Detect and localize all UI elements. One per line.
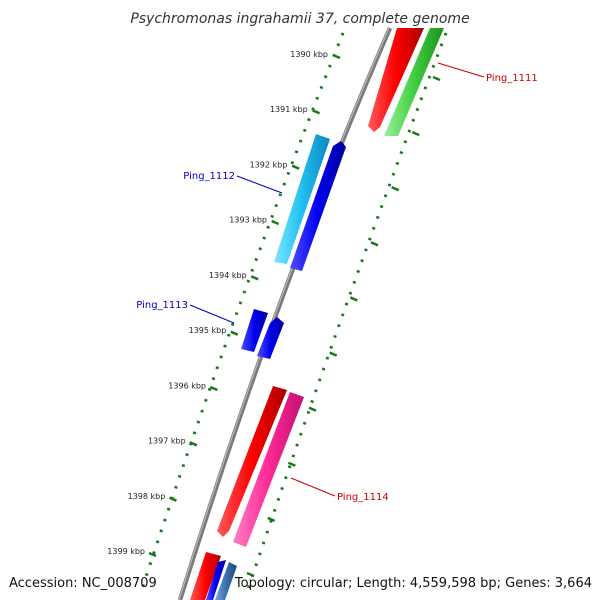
major-tick-inner [250, 275, 259, 281]
leader-line-ping-1111 [437, 62, 485, 78]
tick-label: 1392 kbp [250, 160, 288, 169]
gene-label-ping-1112[interactable]: Ping_1112 [183, 171, 235, 182]
tick-label: 1398 kbp [128, 492, 166, 501]
leader-line-ping-1113 [189, 304, 235, 324]
tick-label: 1391 kbp [270, 105, 308, 114]
major-tick-inner [209, 385, 218, 392]
gene-ping-1112[interactable] [274, 134, 346, 271]
tick-label: 1395 kbp [189, 326, 227, 335]
major-tick-inner [271, 219, 280, 226]
gene-label-ping-1114[interactable]: Ping_1114 [337, 492, 389, 503]
outer-tick-track [244, 32, 448, 596]
major-tick-outer [349, 296, 358, 302]
genome-title: Psychromonas ingrahamii 37, complete gen… [130, 11, 469, 27]
gene-ping-1114[interactable] [217, 386, 304, 547]
feature-blue-ping-1112[interactable] [290, 141, 346, 271]
major-tick-outer [308, 406, 317, 412]
feature-red-top[interactable] [368, 28, 424, 132]
major-tick-inner [168, 496, 177, 502]
feature-steel-bottom[interactable] [215, 562, 237, 600]
gene-ping-1113[interactable] [241, 309, 284, 359]
feature-cyan-ping-1112[interactable] [274, 134, 330, 264]
tick-label: 1394 kbp [209, 271, 247, 280]
leader-line-ping-1112 [236, 175, 283, 194]
genome-summary-text: Topology: circular; Length: 4,559,598 bp… [234, 576, 592, 591]
major-tick-outer [267, 516, 276, 523]
major-tick-inner [189, 441, 198, 447]
tick-label: 1393 kbp [229, 216, 267, 225]
inner-tick-marks [148, 53, 341, 558]
major-tick-inner [230, 330, 239, 336]
major-tick-inner [312, 109, 321, 115]
inner-tick-track [138, 32, 345, 596]
genome-backbone [177, 27, 393, 600]
gene-ping-1111[interactable] [368, 28, 444, 136]
major-tick-outer [411, 130, 420, 137]
outer-dotted-arc [244, 32, 448, 596]
feature-blue-ping-1113-a[interactable] [241, 309, 268, 352]
gene-label-ping-1113[interactable]: Ping_1113 [136, 300, 188, 311]
major-tick-inner [332, 53, 341, 60]
major-tick-outer [391, 186, 400, 192]
feature-blue-ping-1113-b[interactable] [257, 317, 284, 359]
tick-label: 1390 kbp [290, 50, 328, 59]
major-tick-outer [329, 351, 338, 357]
tick-label: 1399 kbp [107, 547, 145, 556]
major-tick-inner [291, 164, 300, 170]
feature-red-ping-1114[interactable] [217, 386, 287, 537]
major-tick-outer [287, 461, 296, 467]
genome-backbone-highlight [178, 27, 390, 600]
feature-pink-ping-1114[interactable] [233, 392, 304, 547]
accession-text: Accession: NC_008709 [9, 576, 157, 591]
major-tick-outer [432, 75, 441, 82]
feature-red-bottom[interactable] [190, 552, 221, 600]
outer-tick-marks [246, 75, 441, 578]
gene-label-ping-1111[interactable]: Ping_1111 [486, 73, 538, 84]
major-tick-outer [370, 241, 379, 247]
leader-line-ping-1114 [290, 477, 336, 497]
feature-blue-bottom[interactable] [206, 560, 226, 600]
tick-labels: 1390 kbp 1391 kbp 1392 kbp 1393 kbp 1394 kbp… [107, 50, 328, 556]
inner-dotted-arc [138, 32, 345, 596]
tick-label: 1397 kbp [148, 437, 186, 446]
major-tick-inner [148, 551, 157, 558]
tick-label: 1396 kbp [168, 381, 206, 390]
major-tick-outer [246, 571, 255, 578]
gene-bottom-cluster[interactable] [190, 552, 237, 600]
feature-green-top[interactable] [384, 28, 444, 136]
